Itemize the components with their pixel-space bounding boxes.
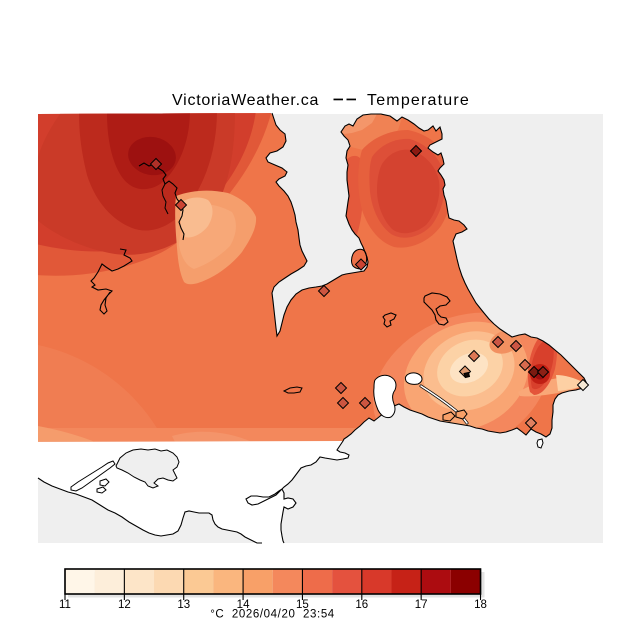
svg-text:15: 15: [296, 599, 309, 611]
svg-text:VictoriaWeather.ca: VictoriaWeather.ca: [172, 92, 319, 109]
svg-text:14: 14: [237, 599, 250, 611]
svg-text:Temperature: Temperature: [367, 92, 470, 109]
svg-text:17: 17: [415, 599, 428, 611]
svg-text:16: 16: [355, 599, 368, 611]
svg-text:18: 18: [474, 599, 487, 611]
svg-text:12: 12: [118, 599, 131, 611]
svg-text:11: 11: [59, 599, 71, 611]
svg-text:13: 13: [177, 599, 190, 611]
svg-text:°C 2026/04/20 23:54: °C 2026/04/20 23:54: [210, 609, 335, 621]
